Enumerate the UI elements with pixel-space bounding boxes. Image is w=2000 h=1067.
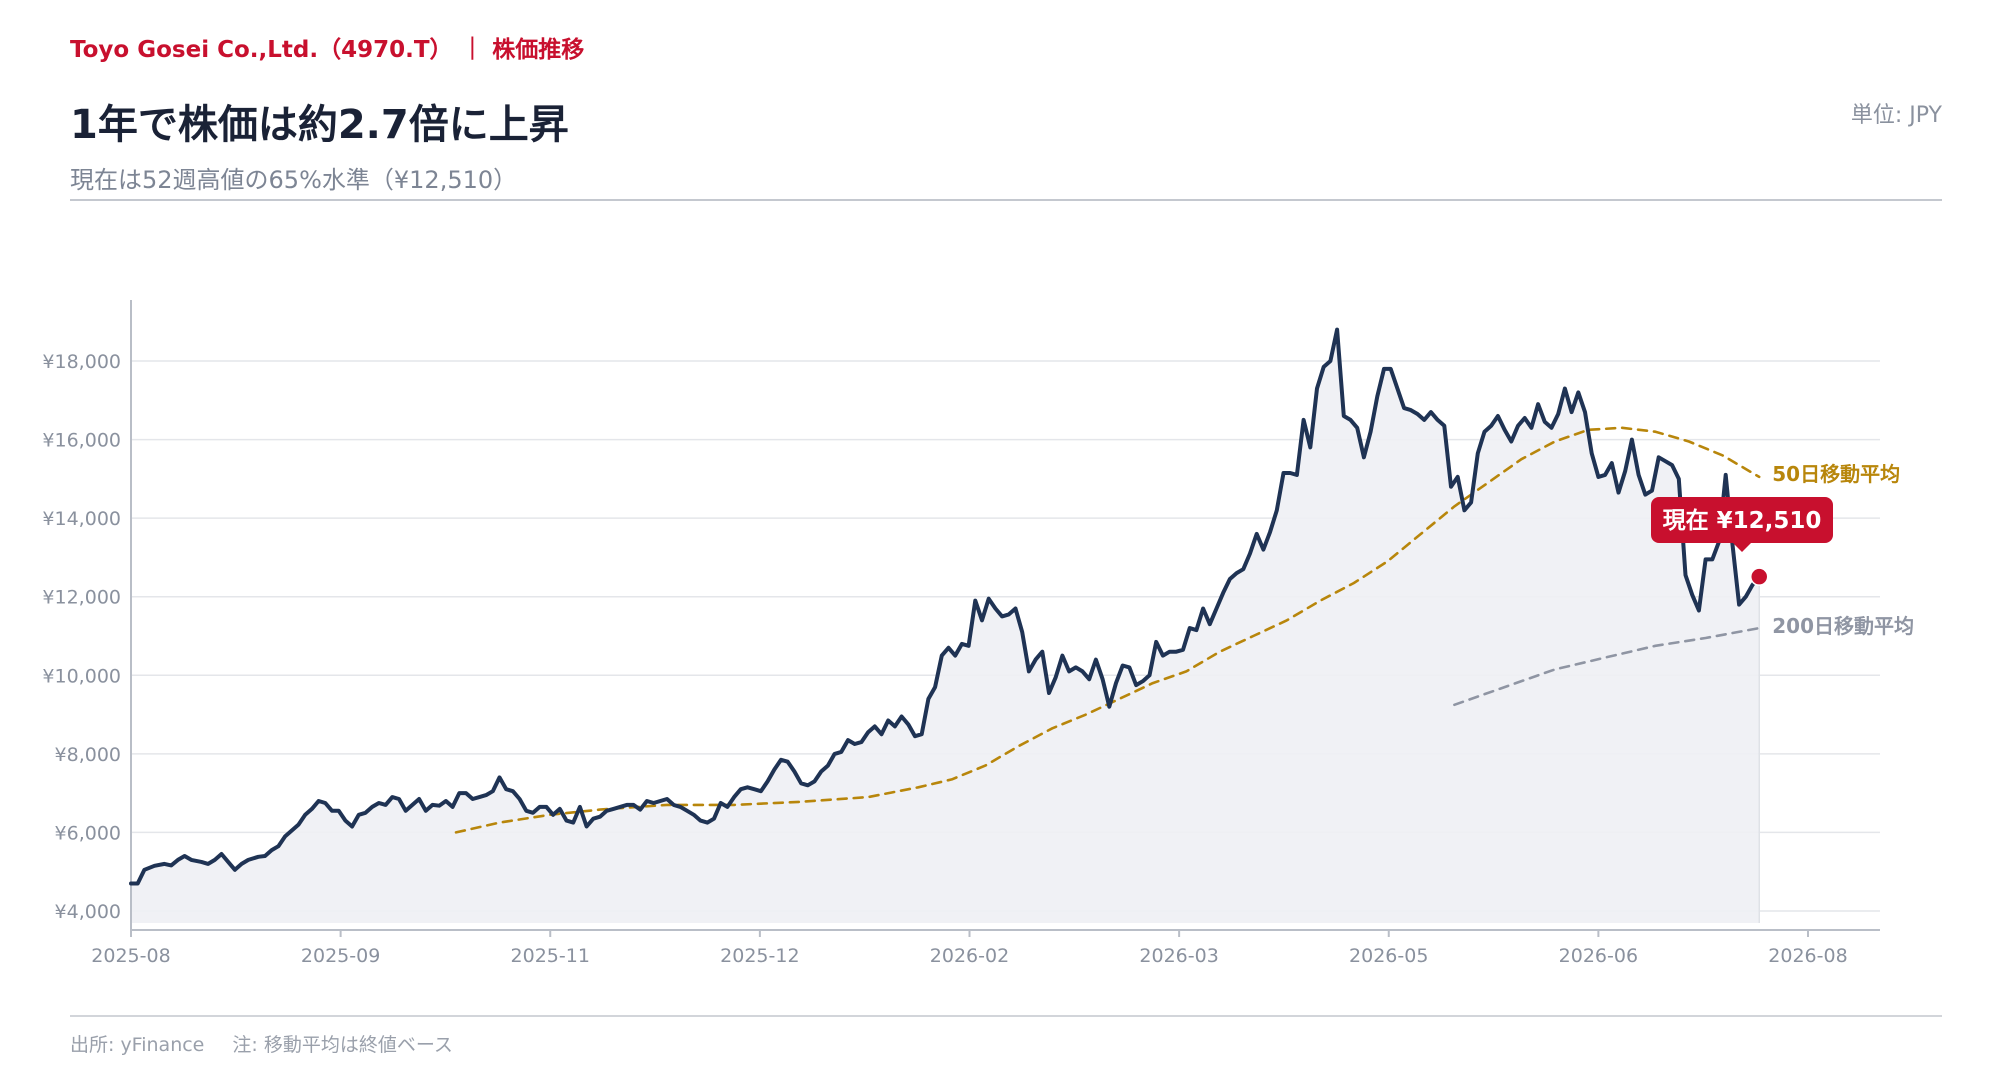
y-tick-labels: ¥4,000 ¥6,000 ¥8,000 ¥10,000 ¥12,000 ¥14,000 ¥… bbox=[42, 351, 121, 923]
chart-title: 1年で株価は約2.7倍に上昇 bbox=[70, 102, 569, 148]
current-callout: 現在 ¥12,510 bbox=[1651, 497, 1833, 586]
kicker-separator: | bbox=[468, 34, 477, 60]
y-tick-label: ¥18,000 bbox=[42, 351, 121, 373]
y-tick-label: ¥6,000 bbox=[55, 822, 121, 844]
ma50-label: 50日移動平均 bbox=[1772, 462, 1900, 486]
price-area-fill bbox=[131, 329, 1760, 924]
callout-box bbox=[1651, 497, 1833, 543]
x-tick-label: 2025-12 bbox=[720, 945, 799, 967]
header-divider bbox=[70, 199, 1942, 201]
price-line bbox=[129, 327, 1762, 886]
y-tick-label: ¥10,000 bbox=[42, 665, 121, 687]
unit-label: 単位: JPY bbox=[1850, 103, 1942, 128]
ma200-line bbox=[1453, 626, 1761, 707]
x-tick-label: 2026-03 bbox=[1139, 945, 1218, 967]
x-tick-label: 2025-11 bbox=[511, 945, 590, 967]
callout-label: 現在 ¥12,510 bbox=[1663, 507, 1822, 534]
x-tick-label: 2026-06 bbox=[1559, 945, 1638, 967]
ma50-line bbox=[454, 426, 1761, 834]
current-point bbox=[1749, 567, 1769, 586]
y-tick-label: ¥4,000 bbox=[55, 901, 121, 923]
y-tick-label: ¥16,000 bbox=[42, 430, 121, 452]
method-note: 注: 移動平均は終値ベース bbox=[232, 1034, 453, 1056]
footer-divider bbox=[70, 1015, 1942, 1017]
section-label: 株価推移 bbox=[492, 37, 585, 63]
header: Toyo Gosei Co.,Ltd.（4970.T） | 株価推移 bbox=[70, 30, 1942, 64]
x-tick-label: 2025-09 bbox=[301, 945, 380, 967]
series bbox=[129, 327, 1762, 923]
footer: 出所: yFinance 注: 移動平均は終値ベース bbox=[70, 1030, 453, 1057]
chart-subtitle: 現在は52週高値の65%水準（¥12,510） bbox=[70, 166, 518, 194]
x-tick-labels: 2025-08 2025-09 2025-11 2025-12 2026-02 2026-… bbox=[91, 930, 1848, 967]
x-tick-label: 2026-05 bbox=[1349, 945, 1428, 967]
x-tick-label: 2026-02 bbox=[930, 945, 1009, 967]
x-tick-label: 2025-08 bbox=[91, 945, 170, 967]
kicker: Toyo Gosei Co.,Ltd.（4970.T） | 株価推移 bbox=[70, 30, 1942, 64]
y-tick-label: ¥12,000 bbox=[42, 587, 121, 609]
x-tick-label: 2026-08 bbox=[1768, 945, 1847, 967]
company-name: Toyo Gosei Co.,Ltd.（4970.T） bbox=[70, 37, 453, 63]
ma200-label: 200日移動平均 bbox=[1772, 614, 1914, 638]
y-tick-label: ¥14,000 bbox=[42, 508, 121, 530]
source-note: 出所: yFinance bbox=[70, 1034, 205, 1056]
axes bbox=[130, 300, 1880, 931]
callout-pointer bbox=[1733, 543, 1751, 552]
y-tick-label: ¥8,000 bbox=[55, 744, 121, 766]
series-labels: 200日移動平均 50日移動平均 bbox=[1772, 462, 1914, 638]
